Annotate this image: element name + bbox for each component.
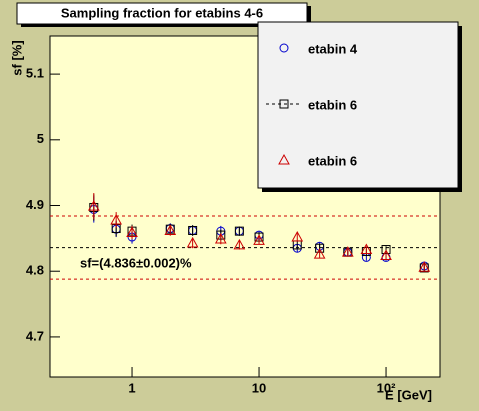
marker-triangle [87,200,100,211]
marker-triangle [313,248,326,259]
x-tick-label: 10² [377,380,396,395]
marker-triangle [253,234,265,245]
y-tick-label: 5 [37,131,44,146]
marker-triangle [233,238,246,250]
marker-triangle [110,213,123,225]
marker-triangle [186,236,199,248]
marker-square [234,226,244,236]
marker-square [188,225,198,235]
marker-triangle [341,246,354,257]
chart-title: Sampling fraction for etabins 4-6 [61,5,263,20]
marker-triangle [291,231,304,242]
legend-label: etabin 6 [308,153,357,168]
y-tick-label: 4.8 [26,263,44,278]
marker-triangle [214,232,227,244]
legend-label: etabin 4 [308,41,358,56]
y-tick-label: 4.7 [26,328,44,343]
x-tick-label: 1 [128,380,135,395]
y-axis-label: sf [%] [9,40,24,75]
title-box [16,2,308,25]
marker-triangle [126,226,138,237]
annotation: sf=(4.836±0.002)% [80,255,192,270]
marker-triangle [418,261,431,272]
marker-square [419,263,429,273]
legend-marker [279,43,289,53]
marker-triangle [380,249,392,260]
x-tick-label: 10 [252,380,266,395]
x-axis-label: E [GeV] [385,387,432,402]
marker-triangle [164,224,177,235]
legend-box [257,21,459,189]
legend-label: etabin 6 [308,97,357,112]
y-tick-label: 5.1 [26,66,44,81]
marker-triangle [360,243,373,255]
y-tick-label: 4.9 [26,197,44,212]
legend-marker [278,153,290,165]
legend-marker [279,99,289,109]
